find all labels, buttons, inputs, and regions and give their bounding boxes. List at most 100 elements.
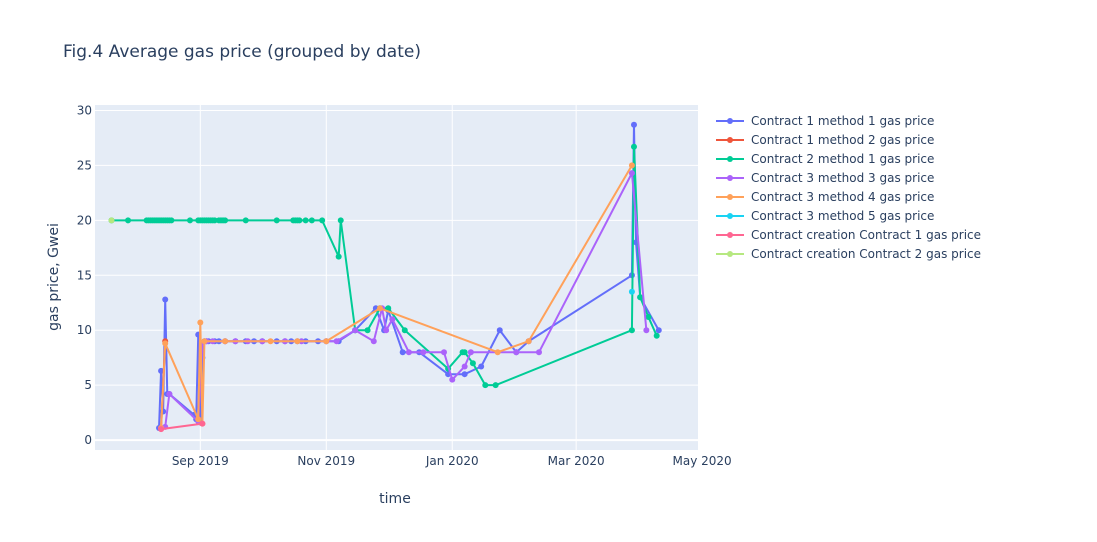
data-point bbox=[513, 349, 520, 356]
data-point bbox=[162, 296, 169, 303]
data-point bbox=[364, 327, 371, 334]
data-point bbox=[637, 294, 644, 301]
data-point bbox=[440, 349, 447, 356]
legend-item: Contract 3 method 4 gas price bbox=[716, 190, 934, 204]
data-point bbox=[389, 316, 396, 323]
data-point bbox=[478, 363, 485, 370]
data-point bbox=[643, 327, 650, 334]
y-tick-label: 20 bbox=[77, 213, 92, 227]
data-point bbox=[352, 327, 359, 334]
legend-label: Contract 1 method 2 gas price bbox=[751, 133, 934, 147]
data-point bbox=[628, 170, 635, 177]
series-7 bbox=[158, 420, 206, 433]
y-tick-label: 5 bbox=[84, 378, 92, 392]
x-tick-label: Mar 2020 bbox=[548, 454, 605, 468]
data-point bbox=[162, 340, 169, 347]
legend-label: Contract 1 method 1 gas price bbox=[751, 114, 934, 128]
data-point bbox=[273, 217, 280, 224]
y-axis-ticks: 0 5 10 15 20 25 30 bbox=[77, 103, 92, 447]
data-point bbox=[496, 327, 503, 334]
legend-swatch-marker bbox=[727, 118, 733, 124]
data-point bbox=[492, 382, 499, 389]
series-3 bbox=[108, 143, 660, 389]
data-point bbox=[461, 371, 468, 378]
legend-item: Contract creation Contract 1 gas price bbox=[716, 228, 981, 242]
x-tick-label: Jan 2020 bbox=[425, 454, 479, 468]
x-axis-title: time bbox=[379, 491, 411, 507]
legend-swatch-marker bbox=[727, 194, 733, 200]
data-point bbox=[376, 305, 383, 312]
data-point bbox=[168, 217, 175, 224]
data-point bbox=[296, 217, 303, 224]
data-point bbox=[630, 121, 637, 128]
legend-swatch-marker bbox=[727, 251, 733, 257]
legend-swatch-marker bbox=[727, 137, 733, 143]
legend-label: Contract 3 method 4 gas price bbox=[751, 190, 934, 204]
data-point bbox=[399, 349, 406, 356]
plot-area bbox=[95, 105, 698, 450]
data-point bbox=[195, 416, 202, 423]
data-point bbox=[201, 338, 208, 345]
data-point bbox=[628, 327, 635, 334]
series-line bbox=[160, 164, 633, 429]
data-point bbox=[628, 162, 635, 169]
legend-item: Contract 1 method 2 gas price bbox=[716, 133, 934, 147]
data-point bbox=[401, 327, 408, 334]
data-point bbox=[319, 217, 326, 224]
data-point bbox=[525, 338, 532, 345]
y-axis-title: gas price, Gwei bbox=[46, 223, 62, 331]
data-point bbox=[467, 349, 474, 356]
data-point bbox=[158, 426, 165, 433]
legend-label: Contract 3 method 3 gas price bbox=[751, 171, 934, 185]
data-point bbox=[335, 253, 342, 260]
data-point bbox=[645, 314, 652, 321]
data-point bbox=[302, 217, 309, 224]
data-point bbox=[494, 349, 501, 356]
legend-swatch-marker bbox=[727, 175, 733, 181]
data-point bbox=[461, 349, 468, 356]
x-tick-label: Nov 2019 bbox=[297, 454, 355, 468]
data-point bbox=[197, 319, 204, 326]
y-tick-label: 0 bbox=[84, 433, 92, 447]
legend-item: Contract 3 method 5 gas price bbox=[716, 209, 934, 223]
data-point bbox=[337, 217, 344, 224]
data-point bbox=[383, 327, 390, 334]
legend-item: Contract creation Contract 2 gas price bbox=[716, 247, 981, 261]
data-point bbox=[405, 349, 412, 356]
legend-item: Contract 3 method 3 gas price bbox=[716, 171, 934, 185]
grid bbox=[95, 105, 703, 450]
data-point bbox=[653, 332, 660, 339]
series-group bbox=[108, 121, 662, 433]
legend-label: Contract 3 method 5 gas price bbox=[751, 209, 934, 223]
legend-swatch-marker bbox=[727, 213, 733, 219]
data-point bbox=[308, 217, 315, 224]
data-point bbox=[333, 338, 340, 345]
data-point bbox=[222, 338, 229, 345]
series-8 bbox=[108, 217, 115, 224]
data-point bbox=[158, 367, 165, 374]
legend: Contract 1 method 1 gas price Contract 1 … bbox=[716, 114, 981, 261]
data-point bbox=[628, 288, 635, 295]
legend-label: Contract creation Contract 1 gas price bbox=[751, 228, 981, 242]
data-point bbox=[655, 327, 662, 334]
data-point bbox=[199, 420, 206, 427]
x-tick-label: Sep 2019 bbox=[172, 454, 229, 468]
data-point bbox=[469, 360, 476, 367]
series-6 bbox=[628, 288, 635, 295]
y-tick-label: 30 bbox=[77, 103, 92, 117]
data-point bbox=[242, 217, 249, 224]
data-point bbox=[420, 349, 427, 356]
y-tick-label: 15 bbox=[77, 268, 92, 282]
legend-item: Contract 1 method 1 gas price bbox=[716, 114, 934, 128]
data-point bbox=[535, 349, 542, 356]
data-point bbox=[267, 338, 274, 345]
data-point bbox=[186, 217, 193, 224]
legend-label: Contract 2 method 1 gas price bbox=[751, 152, 934, 166]
legend-swatch-marker bbox=[727, 232, 733, 238]
data-point bbox=[370, 338, 377, 345]
data-point bbox=[125, 217, 132, 224]
legend-label: Contract creation Contract 2 gas price bbox=[751, 247, 981, 261]
data-point bbox=[108, 217, 115, 224]
data-point bbox=[449, 376, 456, 383]
